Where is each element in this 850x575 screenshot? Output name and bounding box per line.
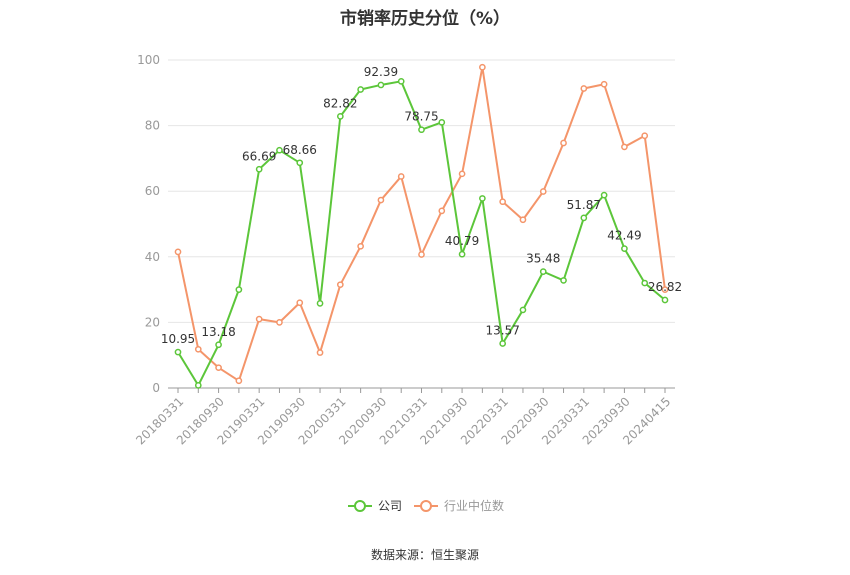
- data-point: [600, 80, 608, 88]
- data-point: [519, 216, 527, 224]
- legend-marker-company: [354, 500, 366, 512]
- data-label: 82.82: [323, 96, 357, 110]
- data-label: 66.69: [242, 149, 276, 163]
- data-point: [316, 300, 324, 307]
- data-point: [174, 248, 182, 256]
- y-tick-label: 20: [145, 315, 160, 329]
- data-point: [499, 198, 507, 206]
- data-label: 26.82: [648, 280, 682, 294]
- data-point: [499, 340, 507, 347]
- data-point: [560, 139, 567, 147]
- data-point: [235, 377, 243, 385]
- data-point: [621, 143, 628, 151]
- data-point: [560, 277, 567, 284]
- data-point: [519, 306, 527, 314]
- data-point: [296, 159, 304, 167]
- data-point: [641, 132, 649, 140]
- data-point: [357, 242, 364, 250]
- data-point: [479, 63, 486, 71]
- legend-label-company: 公司: [378, 499, 402, 513]
- data-point: [255, 315, 263, 323]
- legend-marker-industry: [420, 500, 432, 512]
- data-point: [276, 146, 283, 154]
- data-point: [641, 279, 649, 287]
- data-point: [418, 251, 425, 258]
- data-point: [357, 86, 364, 93]
- data-label: 13.57: [485, 323, 519, 337]
- data-point: [621, 245, 628, 252]
- legend-label-industry: 行业中位数: [444, 498, 504, 513]
- data-point: [377, 81, 385, 89]
- data-point: [377, 196, 385, 204]
- data-point: [194, 345, 202, 353]
- data-label: 13.18: [201, 325, 235, 339]
- data-label: 51.87: [567, 198, 601, 212]
- data-point: [194, 382, 202, 389]
- chart-title: 市销率历史分位（%）: [339, 9, 511, 29]
- data-point: [539, 188, 547, 195]
- data-point: [255, 165, 263, 173]
- data-point: [438, 207, 446, 215]
- data-point: [479, 195, 486, 202]
- data-label: 35.48: [526, 252, 560, 266]
- data-point: [458, 170, 466, 178]
- data-point: [661, 296, 669, 304]
- data-source: 数据来源：恒生聚源: [370, 548, 479, 562]
- y-tick-label: 0: [152, 381, 160, 395]
- data-point: [397, 173, 405, 180]
- data-label: 78.75: [404, 110, 438, 124]
- data-point: [235, 286, 243, 293]
- y-tick-label: 60: [145, 184, 160, 198]
- y-tick-label: 100: [137, 53, 160, 67]
- data-label: 92.39: [364, 65, 398, 79]
- data-label: 10.95: [161, 332, 195, 346]
- data-point: [661, 286, 669, 293]
- data-point: [458, 250, 466, 258]
- data-point: [336, 281, 344, 289]
- data-point: [600, 191, 608, 199]
- data-label: 42.49: [607, 229, 641, 243]
- data-point: [174, 348, 182, 356]
- data-point: [539, 268, 547, 275]
- data-point: [276, 319, 283, 326]
- data-point: [215, 364, 222, 372]
- data-point: [438, 118, 446, 126]
- data-label: 68.66: [283, 143, 317, 157]
- data-point: [296, 299, 304, 307]
- data-point: [336, 113, 344, 120]
- y-tick-label: 40: [145, 250, 160, 264]
- data-point: [215, 341, 222, 349]
- data-point: [397, 77, 405, 85]
- data-label: 40.79: [445, 234, 479, 248]
- data-point: [580, 214, 588, 222]
- data-point: [418, 126, 425, 134]
- y-tick-label: 80: [145, 119, 160, 133]
- data-point: [316, 349, 324, 356]
- data-point: [580, 85, 588, 92]
